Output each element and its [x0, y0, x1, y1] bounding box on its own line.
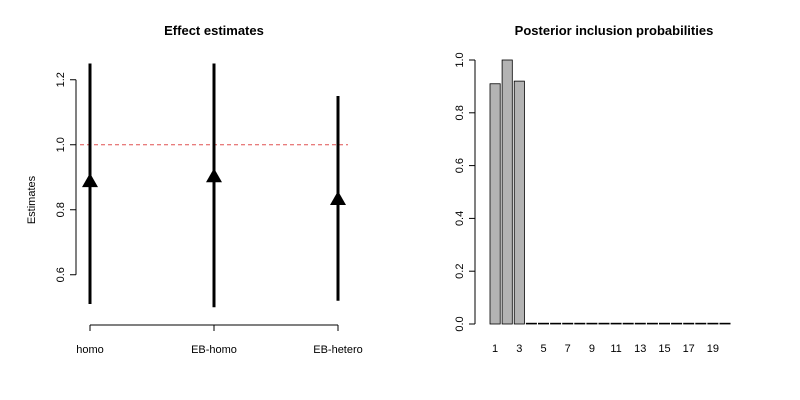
probability-bar: [646, 322, 658, 325]
probability-x-tick-label: 11: [610, 343, 621, 355]
probability-bar: [610, 322, 622, 325]
probability-x-tick-label: 3: [516, 343, 522, 355]
estimates-x-tick-label: EB-homo: [191, 344, 237, 356]
probability-bar: [489, 83, 501, 325]
probability-x-tick-label: 19: [707, 343, 719, 355]
estimate-point: [330, 191, 346, 205]
probability-bar: [622, 322, 634, 325]
posterior-inclusion-panel: Posterior inclusion probabilities 0.0 0.2…: [454, 23, 731, 355]
probability-y-tick-label: 1.0: [454, 52, 466, 67]
estimates-x-tick-label: EB-hetero: [313, 344, 363, 356]
estimates-y-tick-label: 1.2: [55, 72, 67, 87]
probability-x-tick-label: 1: [492, 343, 498, 355]
probability-bar: [550, 322, 562, 325]
probability-y-tick-label: 0.4: [454, 211, 466, 226]
probability-bar: [586, 322, 598, 325]
estimates-x-tick-label: homo: [76, 344, 104, 356]
probability-x-tick-label: 15: [658, 343, 670, 355]
probability-x-tick-label: 17: [683, 343, 695, 355]
probability-y-tick-label: 0.8: [454, 105, 466, 120]
probability-bar: [659, 322, 671, 325]
probability-bar: [671, 322, 683, 325]
probability-bar: [719, 322, 731, 325]
probability-x-tick-label: 7: [565, 343, 571, 355]
probability-bar: [634, 322, 646, 325]
probability-bar: [501, 59, 513, 325]
probability-bar: [574, 322, 586, 325]
probability-bar: [683, 322, 695, 325]
probability-bar: [695, 322, 707, 325]
probability-bar: [598, 322, 610, 325]
estimates-y-tick-label: 0.6: [55, 267, 67, 282]
estimates-y-axis-label: Estimates: [26, 175, 38, 224]
probability-y-tick-label: 0.2: [454, 264, 466, 279]
effect-estimates-title: Effect estimates: [164, 23, 264, 38]
estimate-point: [82, 173, 98, 188]
probability-bar: [562, 322, 574, 325]
probability-bar: [513, 80, 525, 325]
probability-x-tick-label: 13: [634, 343, 646, 355]
posterior-inclusion-title: Posterior inclusion probabilities: [515, 23, 714, 38]
estimate-point: [206, 168, 222, 183]
probability-x-tick-label: 5: [540, 343, 546, 355]
effect-estimates-panel: Effect estimates Estimates 0.6 0.8 1.0 1.2 h…: [26, 23, 363, 356]
estimates-y-tick-label: 0.8: [55, 202, 67, 217]
probability-bar: [707, 322, 719, 325]
probability-y-tick-label: 0.6: [454, 158, 466, 173]
estimates-y-tick-label: 1.0: [55, 137, 67, 152]
probability-bar: [538, 322, 550, 325]
probability-x-tick-label: 9: [589, 343, 595, 355]
probability-y-tick-label: 0.0: [454, 316, 466, 331]
probability-bar: [525, 322, 537, 325]
